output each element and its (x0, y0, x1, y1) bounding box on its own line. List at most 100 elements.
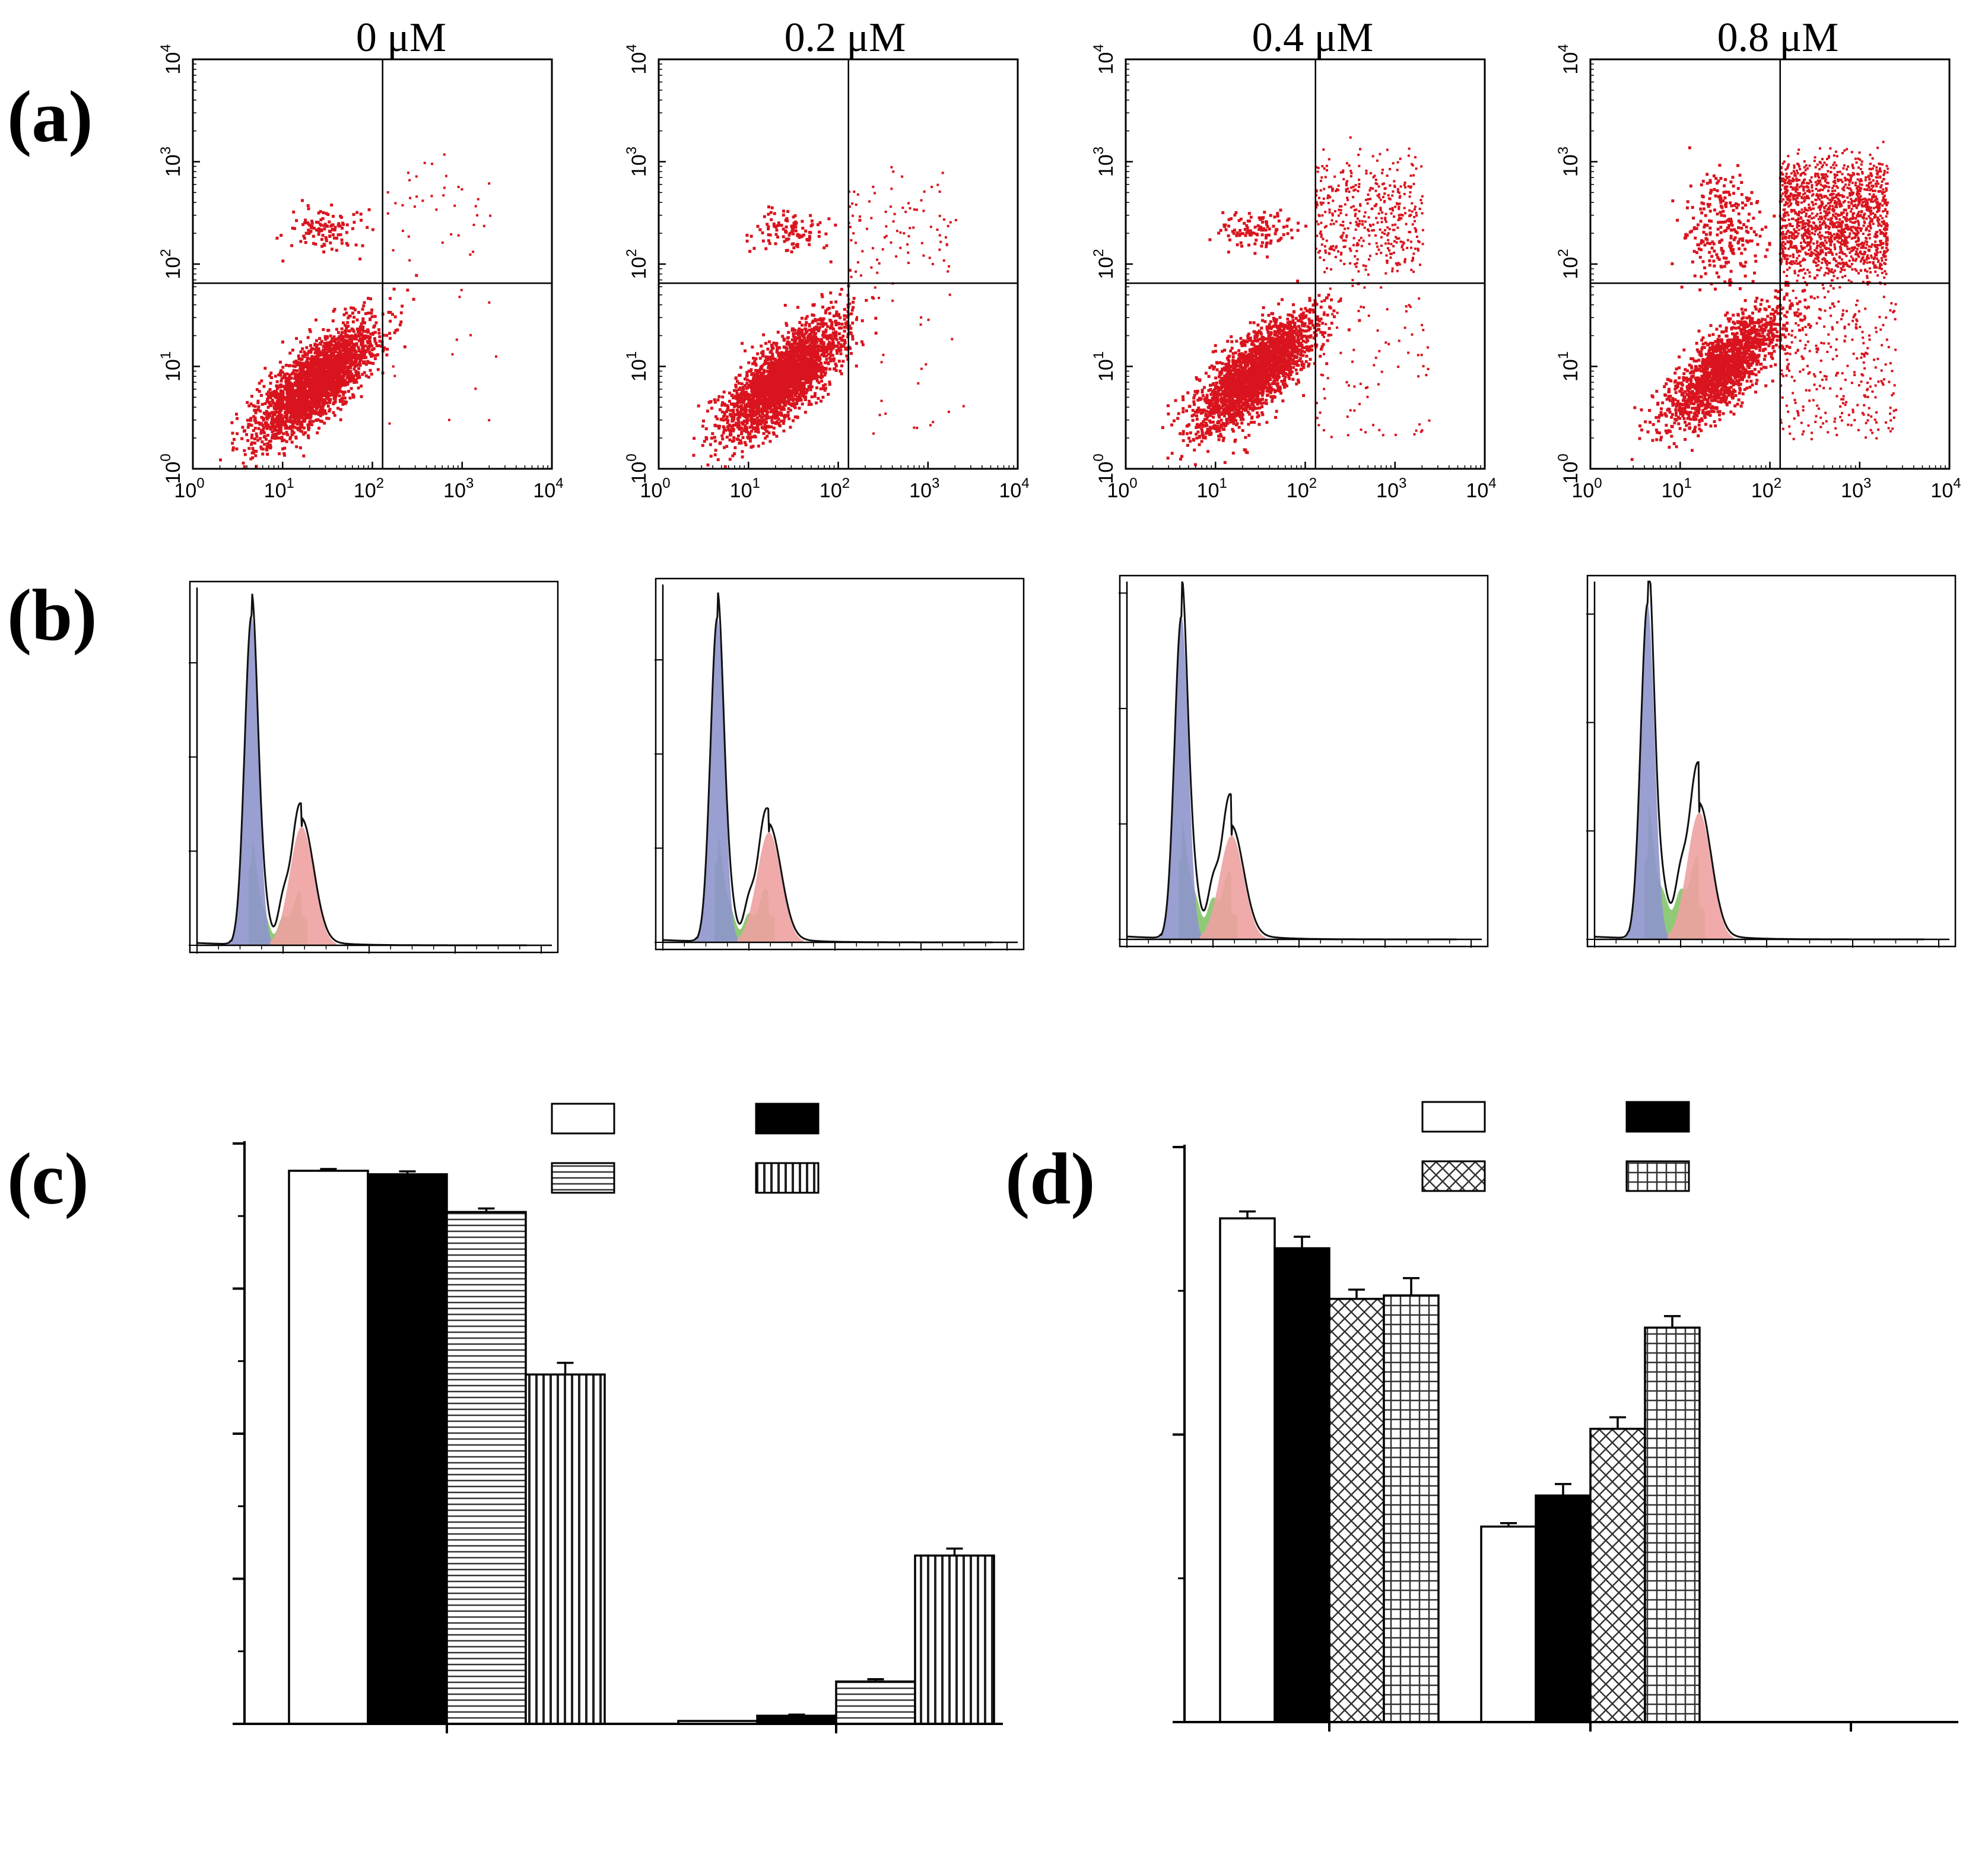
flow-dot (322, 360, 326, 363)
flow-dot (834, 334, 838, 338)
flow-dot (748, 439, 752, 443)
flow-dot (281, 259, 285, 263)
flow-dot (297, 418, 300, 421)
flow-dot (827, 341, 831, 344)
flow-dot (299, 389, 303, 392)
flow-dot (259, 437, 262, 440)
flow-dot (337, 380, 341, 383)
flow-dot (337, 366, 341, 370)
flow-dot (317, 358, 320, 361)
flow-dot (300, 372, 303, 376)
flow-dot (735, 397, 738, 401)
flow-dot (339, 364, 343, 367)
flow-dot (277, 431, 280, 435)
flow-dot (820, 342, 823, 345)
flow-dot (291, 429, 294, 433)
flow-dot (369, 352, 372, 356)
flow-dot (338, 383, 341, 387)
flow-dot (276, 415, 280, 419)
flow-dot (332, 385, 336, 389)
flow-dot (761, 352, 765, 356)
flow-dot (839, 345, 843, 349)
flow-dot (301, 367, 305, 370)
flow-dot (262, 435, 266, 439)
flow-dot (287, 378, 290, 382)
flow-dot (367, 361, 371, 364)
flow-plot-frame (192, 58, 553, 470)
flow-dot (756, 411, 760, 415)
flow-dot (818, 355, 821, 358)
flow-dot (352, 361, 356, 364)
flow-dot (315, 398, 319, 401)
flow-dot (801, 338, 805, 342)
flow-dot (290, 399, 293, 402)
flow-dot (332, 215, 335, 218)
flow-dot (821, 295, 824, 298)
flow-dot (306, 434, 310, 437)
flow-dot (332, 367, 336, 370)
flow-dot (327, 386, 331, 389)
flow-dot (313, 344, 317, 347)
flow-dot (399, 311, 403, 315)
flow-dot (370, 348, 374, 351)
flow-dot (855, 364, 858, 368)
flow-dot (840, 326, 843, 330)
flow-dot (275, 399, 279, 403)
flow-dot (303, 417, 307, 421)
flow-dot (350, 349, 354, 352)
flow-dot (393, 331, 396, 335)
flow-dot (338, 351, 342, 354)
flow-dot (793, 329, 797, 332)
flow-dot (345, 335, 348, 339)
flow-dot (442, 194, 445, 197)
flow-dot (255, 432, 258, 436)
flow-dot (271, 418, 274, 421)
flow-dot (300, 384, 303, 387)
flow-dot (815, 386, 818, 390)
flow-dot (341, 396, 345, 400)
flow-dot (843, 342, 846, 346)
flow-dot (284, 380, 288, 383)
flow-dot (830, 301, 833, 304)
flow-dot (316, 383, 319, 387)
flow-dot (332, 396, 336, 400)
flow-dot (275, 387, 279, 390)
flow-dot (732, 428, 735, 431)
flow-dot (346, 357, 350, 360)
flow-dot (360, 329, 363, 332)
flow-dot (254, 419, 258, 423)
flow-dot (332, 411, 335, 414)
flow-dot (332, 354, 336, 358)
flow-dot (359, 325, 363, 329)
flow-dot (831, 354, 834, 357)
flow-dot (776, 414, 779, 417)
flow-dot (332, 389, 336, 393)
flow-dot (293, 405, 296, 408)
flow-dot (348, 379, 351, 382)
flow-dot (330, 204, 334, 207)
conc-title-2: 0.4 μM (1252, 15, 1374, 61)
flow-dot (355, 380, 358, 384)
flow-dot (768, 371, 772, 375)
flow-dot (292, 403, 295, 406)
flow-dot (285, 386, 288, 390)
flow-dot (777, 421, 781, 425)
flow-dot (754, 357, 758, 361)
flow-dot (718, 408, 722, 411)
flow-dot (291, 348, 294, 352)
flow-dot (294, 389, 297, 393)
flow-dot (297, 414, 300, 417)
flow-dot (361, 307, 364, 311)
conc-title-1: 0.2 μM (785, 15, 906, 61)
flow-dot (260, 415, 263, 419)
flow-dot (319, 420, 322, 423)
flow-dot (744, 427, 747, 430)
flow-dot (288, 364, 291, 367)
flow-dot (264, 424, 268, 428)
flow-dot (299, 402, 303, 405)
flow-dot (275, 380, 279, 383)
flow-dot (351, 320, 355, 323)
flow-dot (293, 396, 296, 400)
flow-dot (285, 389, 289, 393)
flow-dot (322, 408, 325, 412)
